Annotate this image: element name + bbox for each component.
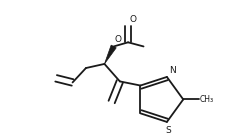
Text: O: O — [114, 35, 121, 44]
Polygon shape — [104, 45, 116, 64]
Text: S: S — [165, 126, 171, 135]
Text: O: O — [129, 15, 136, 24]
Text: N: N — [169, 66, 176, 75]
Text: CH₃: CH₃ — [200, 95, 214, 104]
